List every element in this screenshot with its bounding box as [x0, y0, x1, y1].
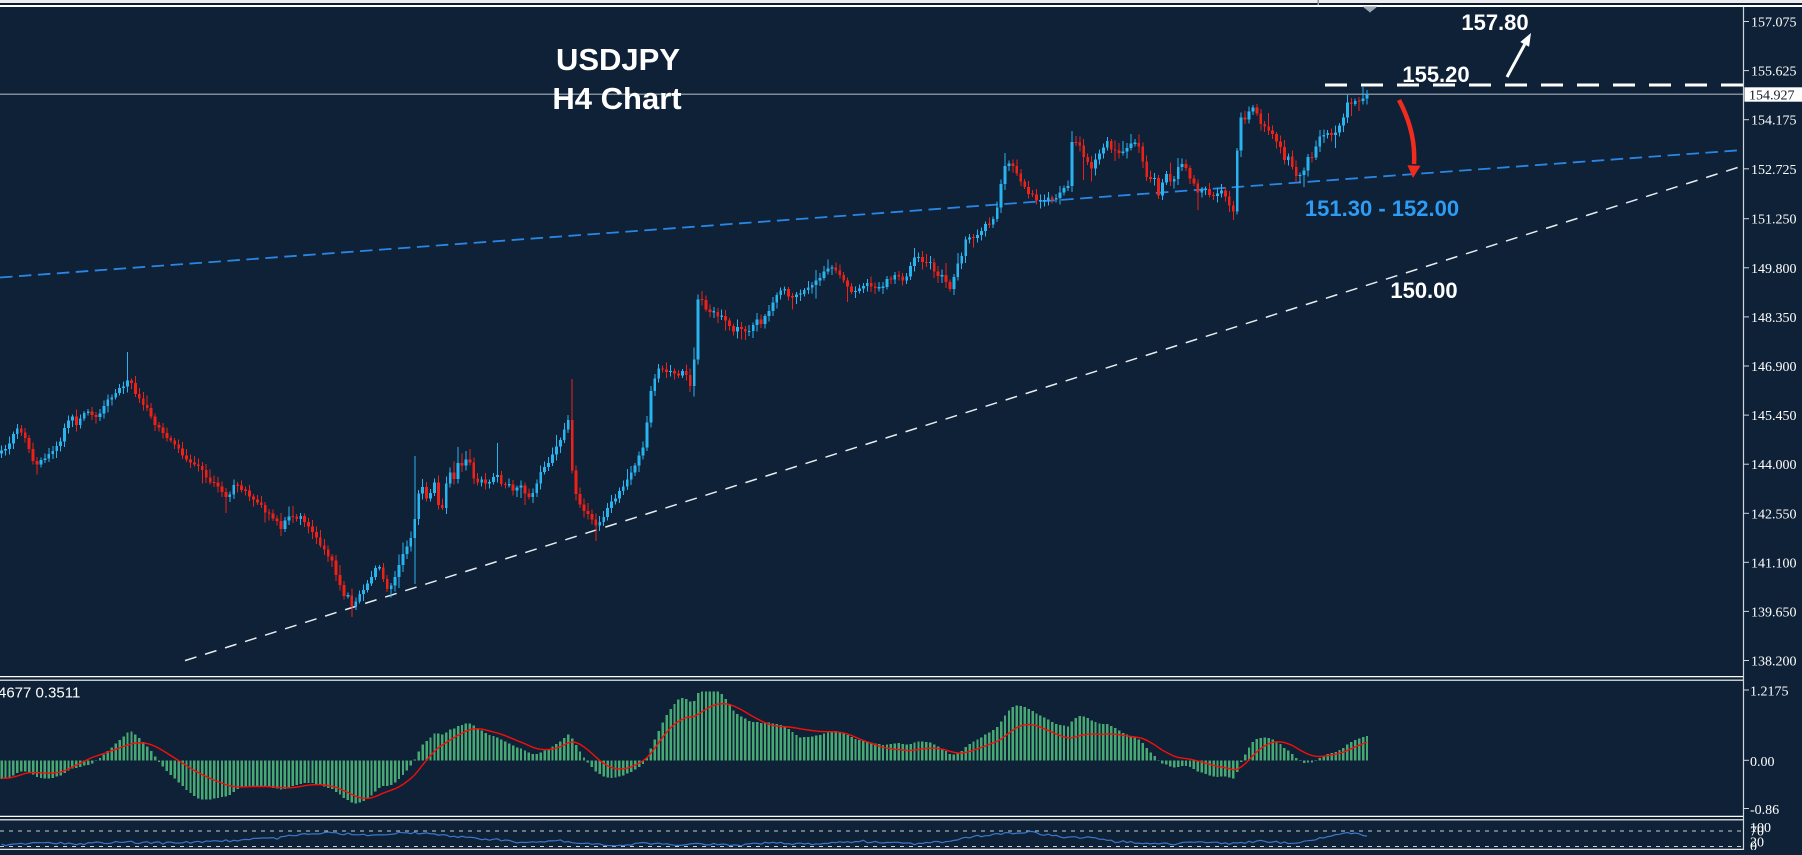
svg-text:154.927: 154.927: [1749, 88, 1795, 103]
svg-text:-0.86: -0.86: [1750, 803, 1779, 818]
svg-text:0.00: 0.00: [1750, 755, 1775, 770]
svg-text:1.2175: 1.2175: [1750, 685, 1789, 700]
svg-text:USDJPY: USDJPY: [556, 42, 680, 77]
svg-text:H4 Chart: H4 Chart: [552, 81, 681, 116]
svg-text:150.00: 150.00: [1390, 278, 1457, 303]
svg-text:0: 0: [1750, 840, 1757, 851]
svg-text:142.550: 142.550: [1751, 507, 1797, 522]
svg-text:148.350: 148.350: [1751, 311, 1797, 326]
svg-text:141.100: 141.100: [1751, 556, 1797, 571]
svg-text:149.800: 149.800: [1751, 262, 1797, 277]
svg-text:138.200: 138.200: [1751, 655, 1797, 670]
svg-text:155.20: 155.20: [1402, 62, 1469, 87]
svg-text:157.80: 157.80: [1461, 10, 1528, 35]
svg-text:4677 0.3511: 4677 0.3511: [0, 685, 80, 702]
svg-text:152.725: 152.725: [1751, 163, 1797, 178]
svg-text:144.000: 144.000: [1751, 458, 1797, 473]
svg-text:151.30 - 152.00: 151.30 - 152.00: [1305, 196, 1459, 221]
svg-text:151.250: 151.250: [1751, 213, 1797, 228]
svg-text:154.175: 154.175: [1751, 114, 1797, 129]
svg-text:155.625: 155.625: [1751, 65, 1797, 80]
svg-text:145.450: 145.450: [1751, 409, 1797, 424]
svg-text:139.650: 139.650: [1751, 605, 1797, 620]
svg-text:146.900: 146.900: [1751, 360, 1797, 375]
svg-text:157.075: 157.075: [1751, 16, 1797, 31]
